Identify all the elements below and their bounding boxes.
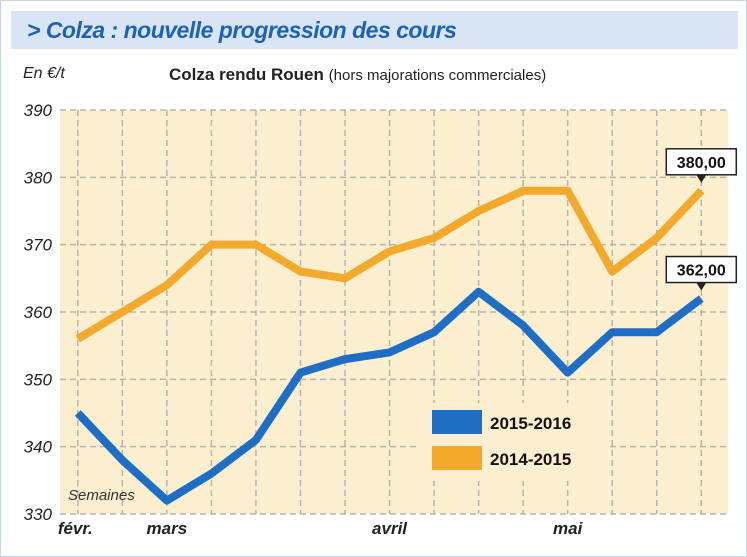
legend-label: 2015-2016	[490, 414, 571, 433]
end-label-pointer	[696, 282, 707, 291]
chart-title-main: Colza rendu Rouen	[169, 65, 324, 84]
grid-lines	[60, 109, 728, 515]
chart-title: Colza rendu Rouen (hors majorations comm…	[169, 65, 546, 85]
x-month-label: mai	[553, 519, 584, 538]
chart-banner: > Colza : nouvelle progression des cours	[11, 11, 738, 49]
x-axis-note: Semaines	[68, 487, 135, 504]
series-line-2015-2016	[74, 287, 704, 505]
legend-swatch	[432, 446, 482, 470]
x-axis-ticks: févr. mars avril mai	[58, 519, 584, 538]
end-label-box	[665, 148, 738, 176]
y-axis-unit: En €/t	[23, 65, 65, 82]
y-tick-label: 330	[24, 505, 53, 524]
y-tick-label: 350	[24, 370, 53, 389]
y-tick-label: 340	[24, 438, 53, 457]
y-tick-label: 380	[24, 168, 53, 187]
y-tick-label: 370	[24, 236, 53, 255]
series-line-2014-2015	[75, 186, 705, 343]
legend-swatch	[432, 410, 482, 434]
series-layer	[74, 186, 705, 505]
end-label-box	[665, 255, 738, 284]
chart-subtitle: (hors majorations commerciales)	[328, 67, 547, 84]
legend: 2015-2016 2014-2015	[420, 403, 606, 481]
end-label-pointer	[696, 174, 707, 183]
end-value-label: 362,00	[677, 263, 726, 280]
y-axis-ticks: 330 340 350 360 370 380 390	[24, 101, 53, 524]
end-labels: 362,00 380,00	[665, 148, 738, 291]
legend-label: 2014-2015	[490, 450, 571, 469]
x-month-label: févr.	[58, 519, 93, 538]
end-value-label: 380,00	[677, 155, 726, 172]
x-month-label: avril	[372, 519, 408, 538]
y-tick-label: 390	[24, 101, 53, 120]
x-month-label: mars	[147, 519, 188, 538]
banner-title: > Colza : nouvelle progression des cours	[27, 17, 457, 43]
y-tick-label: 360	[24, 303, 53, 322]
